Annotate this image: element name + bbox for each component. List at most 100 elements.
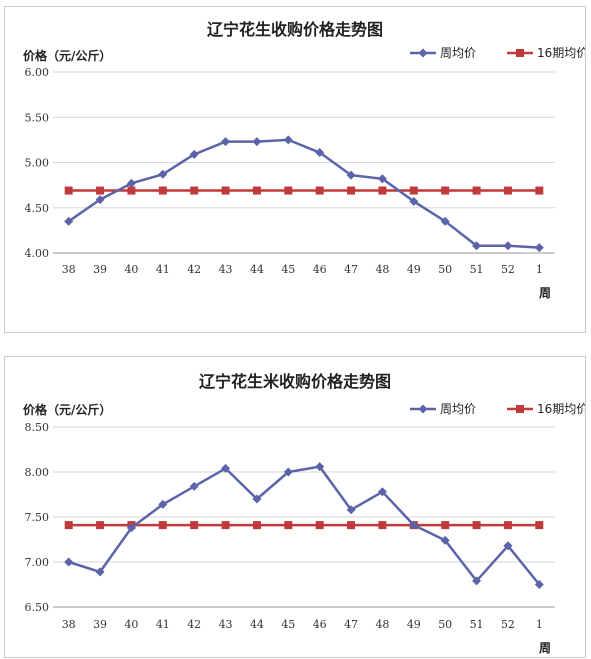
data-point-s0-5	[221, 463, 231, 473]
y-tick-label-3: 8.00	[25, 466, 50, 479]
legend-marker-0	[418, 404, 428, 414]
data-point-s1-14	[503, 186, 512, 195]
legend-marker-1	[516, 49, 524, 57]
data-point-s1-3	[158, 186, 167, 195]
x-tick-label-10: 48	[375, 263, 389, 276]
x-tick-label-1: 39	[93, 263, 107, 276]
data-point-s0-6	[252, 137, 262, 147]
data-point-s1-7	[284, 186, 293, 195]
data-point-s1-5	[221, 186, 230, 195]
x-tick-label-2: 40	[124, 618, 138, 631]
peanut-price-chart-panel: 辽宁花生收购价格走势图 价格（元/公斤） 周均价 16期均价 4.00 4.50 5.00 5…	[4, 6, 586, 333]
x-tick-label-6: 44	[250, 618, 264, 631]
legend-label-1: 16期均价	[537, 402, 585, 416]
y-axis-label: 价格（元/公斤）	[23, 402, 111, 417]
data-point-s0-11	[409, 520, 419, 530]
legend-marker-1	[516, 405, 524, 413]
chart-title: 辽宁花生米收购价格走势图	[199, 372, 391, 391]
x-tick-label-3: 41	[156, 263, 170, 276]
x-tick-label-2: 40	[124, 263, 138, 276]
data-point-s0-12	[440, 216, 450, 226]
data-point-s1-12	[441, 186, 450, 195]
y-tick-label-1: 4.50	[25, 202, 50, 215]
legend-label-1: 16期均价	[537, 46, 585, 60]
data-point-s0-10	[377, 174, 387, 184]
x-tick-label-15: 1	[536, 263, 543, 276]
y-tick-label-4: 8.50	[25, 421, 50, 434]
y-tick-label-2: 7.50	[25, 511, 50, 524]
series-line-0	[67, 138, 540, 249]
y-tick-label-1: 7.00	[25, 556, 50, 569]
data-point-s0-1	[95, 195, 105, 205]
data-point-s1-7	[284, 521, 293, 530]
data-point-s1-8	[315, 186, 324, 195]
x-tick-label-5: 43	[219, 263, 233, 276]
x-tick-label-1: 39	[93, 618, 107, 631]
data-point-s0-1	[95, 567, 105, 577]
data-point-s0-3	[158, 499, 168, 509]
x-tick-label-8: 46	[313, 263, 327, 276]
data-point-s1-10	[378, 521, 387, 530]
data-point-s0-4	[189, 481, 199, 491]
data-point-s1-4	[190, 521, 199, 530]
x-tick-label-11: 49	[407, 263, 421, 276]
x-tick-label-11: 49	[407, 618, 421, 631]
data-point-s0-6	[252, 494, 262, 504]
data-point-s0-7	[283, 135, 293, 145]
data-point-s0-15	[534, 580, 544, 589]
x-tick-label-12: 50	[438, 618, 452, 631]
y-tick-label-3: 5.50	[25, 111, 50, 124]
data-point-s0-8	[315, 148, 325, 158]
legend-label-0: 周均价	[440, 46, 476, 60]
x-tick-label-5: 43	[219, 618, 233, 631]
data-point-s1-5	[221, 521, 230, 530]
x-tick-label-14: 52	[501, 263, 515, 276]
x-tick-label-9: 47	[344, 263, 358, 276]
x-tick-label-0: 38	[62, 263, 76, 276]
chart-title: 辽宁花生收购价格走势图	[207, 20, 383, 39]
x-tick-label-8: 46	[313, 618, 327, 631]
x-tick-label-15: 1	[536, 618, 543, 631]
data-point-s1-9	[347, 521, 356, 530]
x-tick-label-0: 38	[62, 618, 76, 631]
x-tick-label-6: 44	[250, 263, 264, 276]
data-point-s1-15	[535, 521, 544, 530]
legend-marker-0	[418, 48, 428, 58]
data-point-s0-14	[503, 541, 513, 551]
data-point-s1-10	[378, 186, 387, 195]
x-tick-label-7: 45	[281, 263, 295, 276]
x-tick-label-3: 41	[156, 618, 170, 631]
data-point-s0-7	[283, 467, 293, 477]
data-point-s0-10	[377, 487, 387, 497]
data-point-s1-14	[503, 521, 512, 530]
data-point-s0-8	[315, 462, 325, 472]
data-point-s0-13	[472, 576, 482, 586]
peanut-kernel-price-chart-panel: 辽宁花生米收购价格走势图价格（元/公斤） 周均价 16期均价 6.50 7.00 7.50…	[4, 356, 586, 658]
data-point-s1-2	[127, 186, 136, 195]
x-tick-label-12: 50	[438, 263, 452, 276]
x-tick-label-13: 51	[470, 263, 484, 276]
x-axis-label: 周	[539, 286, 551, 300]
y-tick-label-4: 6.00	[25, 66, 50, 79]
data-point-s0-3	[158, 169, 168, 179]
x-tick-label-4: 42	[187, 618, 201, 631]
data-point-s1-8	[315, 521, 324, 530]
y-tick-label-0: 4.00	[25, 247, 50, 260]
data-point-s1-15	[535, 186, 544, 195]
data-point-s1-6	[252, 521, 261, 530]
data-point-s1-3	[158, 521, 167, 530]
data-point-s0-0	[64, 557, 74, 567]
data-point-s1-12	[441, 521, 450, 530]
data-point-s0-4	[189, 149, 199, 159]
x-axis-label: 周	[539, 641, 551, 655]
y-axis-label: 价格（元/公斤）	[23, 48, 111, 63]
legend-label-0: 周均价	[440, 402, 476, 416]
data-point-s1-13	[472, 521, 481, 530]
data-point-s0-0	[64, 216, 74, 226]
data-point-s0-9	[346, 505, 356, 515]
data-point-s0-15	[534, 243, 544, 253]
data-point-s1-0	[64, 186, 73, 195]
y-tick-label-0: 6.50	[25, 601, 50, 614]
